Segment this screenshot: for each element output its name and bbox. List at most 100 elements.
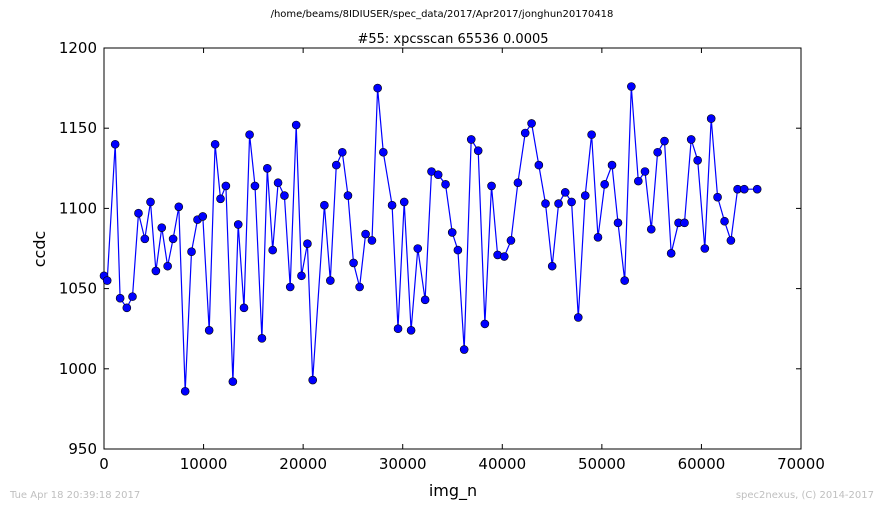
data-point — [441, 180, 450, 189]
footer-timestamp: Tue Apr 18 20:39:18 2017 — [10, 490, 141, 501]
data-point — [115, 293, 125, 303]
x-tick-label: 50000 — [578, 455, 626, 473]
data-point — [453, 245, 463, 255]
data-point — [646, 224, 656, 234]
data-point — [706, 114, 716, 123]
data-point — [613, 218, 623, 228]
x-tick-label: 10000 — [180, 455, 228, 473]
data-point — [343, 191, 353, 200]
data-point — [146, 197, 155, 207]
data-point — [387, 200, 397, 210]
x-tick-label: 20000 — [279, 455, 327, 473]
data-point — [573, 313, 583, 322]
data-point — [726, 236, 736, 245]
data-point — [713, 192, 722, 202]
footer-credit: spec2nexus, (C) 2014-2017 — [735, 490, 874, 501]
data-point — [720, 216, 729, 226]
data-point — [554, 199, 563, 208]
data-point — [520, 128, 530, 138]
plot-frame — [103, 47, 802, 450]
data-point — [513, 178, 523, 188]
data-point — [680, 218, 689, 228]
data-point — [332, 160, 341, 170]
data-point — [268, 245, 277, 255]
data-point — [379, 147, 388, 157]
x-tick-label: 70000 — [777, 455, 825, 473]
data-point — [239, 303, 249, 313]
y-tick-label: 1000 — [59, 360, 97, 378]
data-point — [666, 249, 676, 258]
series-line — [103, 86, 758, 392]
x-axis-label: img_n — [429, 481, 477, 501]
data-point — [700, 244, 710, 253]
data-point — [399, 197, 409, 207]
data-point — [263, 164, 272, 173]
data-point — [216, 194, 225, 204]
data-point — [693, 155, 702, 165]
data-point — [406, 326, 416, 335]
axis-ticks: 0 10000 20000 30000 40000 50000 60000 70000 950 1… — [59, 39, 825, 473]
data-point — [653, 147, 662, 157]
y-tick-label: 1100 — [59, 199, 97, 217]
data-point — [280, 191, 289, 200]
data-point — [506, 236, 516, 245]
data-point — [204, 326, 214, 335]
data-point — [228, 377, 238, 386]
data-point — [198, 212, 208, 221]
data-point — [527, 119, 536, 128]
data-point — [373, 83, 382, 93]
data-point — [420, 295, 430, 305]
chart-title: #55: xpcsscan 65536 0.0005 — [357, 32, 548, 47]
data-point — [349, 258, 358, 268]
series-group — [99, 82, 762, 396]
data-point — [660, 136, 669, 146]
data-point — [122, 303, 132, 313]
data-point — [752, 184, 762, 194]
y-tick-label: 1150 — [59, 119, 97, 137]
data-point — [361, 229, 370, 239]
data-point — [487, 181, 496, 191]
data-point — [273, 178, 283, 188]
data-point — [473, 146, 483, 155]
data-point — [291, 120, 301, 130]
data-point — [499, 252, 509, 261]
data-point — [221, 181, 231, 191]
x-tick-label: 40000 — [478, 455, 526, 473]
data-point — [433, 170, 443, 180]
y-tick-label: 950 — [68, 440, 97, 458]
data-point — [297, 271, 306, 281]
data-point — [257, 334, 267, 343]
data-point — [320, 200, 329, 210]
data-point — [355, 282, 364, 292]
y-axis-label: ccdc — [30, 231, 49, 268]
data-point — [466, 135, 476, 144]
x-tick-label: 0 — [99, 455, 109, 473]
data-point — [140, 234, 150, 244]
x-tick-label: 60000 — [678, 455, 726, 473]
data-point — [285, 282, 295, 292]
data-point — [593, 232, 603, 242]
data-point — [567, 197, 576, 207]
data-point — [168, 234, 178, 244]
data-point — [393, 324, 403, 334]
data-point — [686, 135, 696, 144]
data-point — [151, 266, 161, 276]
data-point — [245, 130, 254, 139]
data-point — [607, 160, 617, 170]
data-point — [580, 191, 590, 200]
data-point — [534, 160, 544, 170]
data-point — [459, 345, 469, 354]
data-point — [174, 202, 184, 212]
x-tick-label: 30000 — [379, 455, 427, 473]
data-point — [547, 261, 557, 271]
data-point — [337, 147, 347, 157]
data-point — [413, 244, 423, 253]
data-point — [210, 139, 220, 149]
data-point — [560, 188, 570, 197]
data-point — [110, 139, 120, 149]
data-point — [480, 319, 490, 329]
data-point — [627, 82, 636, 91]
data-point — [640, 167, 650, 176]
y-tick-label: 1200 — [59, 39, 97, 57]
data-point — [250, 181, 260, 191]
